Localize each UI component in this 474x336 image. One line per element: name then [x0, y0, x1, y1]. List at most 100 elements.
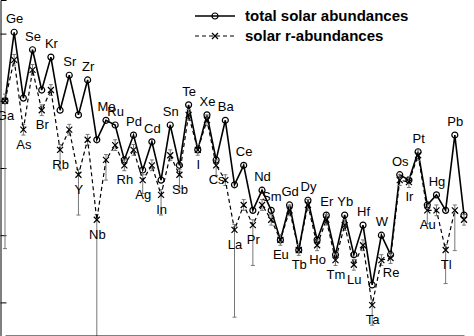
- legend-label: total solar abundances: [245, 7, 408, 24]
- series-marker: [176, 162, 182, 168]
- element-label: Tl: [441, 257, 452, 272]
- x-tick: Ir: [405, 189, 414, 335]
- series-marker: [369, 282, 375, 288]
- legend-marker: [212, 33, 218, 39]
- y-tick-mark: [1, 235, 7, 236]
- series-marker: [103, 157, 109, 163]
- series-marker: [433, 207, 439, 213]
- series-marker: [222, 117, 228, 123]
- x-tick: Ge: [6, 11, 23, 335]
- series-marker: [360, 242, 366, 248]
- element-label: Sr: [63, 54, 77, 69]
- x-tick: Os: [392, 154, 409, 336]
- x-tick: Eu: [273, 247, 289, 336]
- x-tick: Re: [383, 265, 400, 335]
- series-marker: [360, 222, 366, 228]
- series-marker: [443, 207, 449, 213]
- series-marker: [268, 217, 274, 223]
- series-marker: [30, 47, 36, 53]
- series-marker: [57, 107, 63, 113]
- element-label: Pd: [126, 114, 142, 129]
- error-bar: [269, 214, 273, 225]
- element-label: Rh: [117, 172, 134, 187]
- series-marker: [2, 98, 8, 104]
- element-label: Ru: [107, 104, 124, 119]
- x-tick: Pt: [412, 131, 425, 336]
- x-tick: Rb: [52, 157, 69, 336]
- series-marker: [241, 202, 247, 208]
- element-label: Hg: [429, 174, 446, 189]
- series-marker: [149, 139, 155, 145]
- series-marker: [149, 162, 155, 168]
- element-label: Ir: [405, 189, 414, 204]
- element-label: Gd: [281, 184, 298, 199]
- element-label: Pb: [447, 114, 463, 129]
- x-tick: Cd: [144, 121, 161, 336]
- series-marker: [305, 202, 311, 208]
- series-marker: [232, 227, 238, 233]
- y-tick: [1, 235, 7, 236]
- element-label: Os: [392, 154, 409, 169]
- series-marker: [48, 87, 54, 93]
- element-label: Kr: [45, 36, 59, 51]
- x-axis: GaGeAsSeBrKrRbSrYZrNbMoRuRhPdAgCdInSnSbT…: [0, 11, 465, 336]
- element-label: Yb: [337, 194, 353, 209]
- element-label: Pt: [412, 131, 425, 146]
- element-label: Dy: [300, 179, 316, 194]
- series-marker: [57, 147, 63, 153]
- series-marker: [424, 207, 430, 213]
- error-bar: [462, 214, 466, 225]
- element-label: Cs: [209, 172, 225, 187]
- series-marker: [433, 192, 439, 198]
- series-marker: [39, 87, 45, 93]
- x-tick: In: [156, 202, 167, 336]
- error-bar: [306, 200, 310, 211]
- element-label: Tb: [292, 257, 307, 272]
- series-marker: [131, 147, 137, 153]
- series-marker: [94, 217, 100, 223]
- legend: total solar abundancessolar r-abundances: [195, 7, 408, 44]
- y-tick: [1, 302, 7, 303]
- series-marker: [66, 127, 72, 133]
- series-marker: [378, 257, 384, 263]
- x-tick: Y: [75, 182, 84, 336]
- element-label: Xe: [200, 94, 216, 109]
- series-marker: [85, 77, 91, 83]
- series-marker: [461, 217, 467, 223]
- y-axis: [1, 1, 7, 336]
- element-label: Nb: [89, 227, 106, 242]
- element-label: Br: [36, 117, 50, 132]
- x-tick: Ru: [107, 104, 124, 336]
- element-label: Y: [75, 182, 84, 197]
- series-marker: [443, 247, 449, 253]
- x-tick: Zr: [82, 59, 95, 336]
- x-tick: Hg: [429, 174, 446, 336]
- series-marker: [75, 172, 81, 178]
- x-tick: As: [16, 137, 32, 336]
- y-tick-mark: [1, 168, 7, 169]
- plot-area: [2, 29, 467, 336]
- series-marker: [241, 162, 247, 168]
- x-tick: Te: [182, 84, 196, 336]
- series-marker: [158, 177, 164, 183]
- legend-entry: total solar abundances: [195, 7, 408, 24]
- series-marker: [213, 162, 219, 168]
- element-label: Ga: [0, 108, 15, 123]
- element-label: Nd: [254, 169, 271, 184]
- series-marker: [332, 257, 338, 263]
- series-marker: [397, 177, 403, 183]
- x-tick: Pr: [247, 232, 261, 335]
- element-label: Ta: [366, 312, 381, 327]
- element-label: Se: [25, 29, 41, 44]
- x-tick: Mo: [97, 99, 115, 335]
- series-marker: [232, 182, 238, 188]
- error-bar: [242, 200, 246, 211]
- error-bar: [278, 235, 282, 246]
- x-tick: Pb: [447, 114, 463, 335]
- series-marker: [39, 107, 45, 113]
- series-marker: [20, 95, 26, 101]
- x-tick: Tl: [441, 257, 452, 336]
- y-axis-line: [1, 1, 7, 336]
- legend-marker: [212, 13, 218, 19]
- series-marker: [11, 29, 17, 35]
